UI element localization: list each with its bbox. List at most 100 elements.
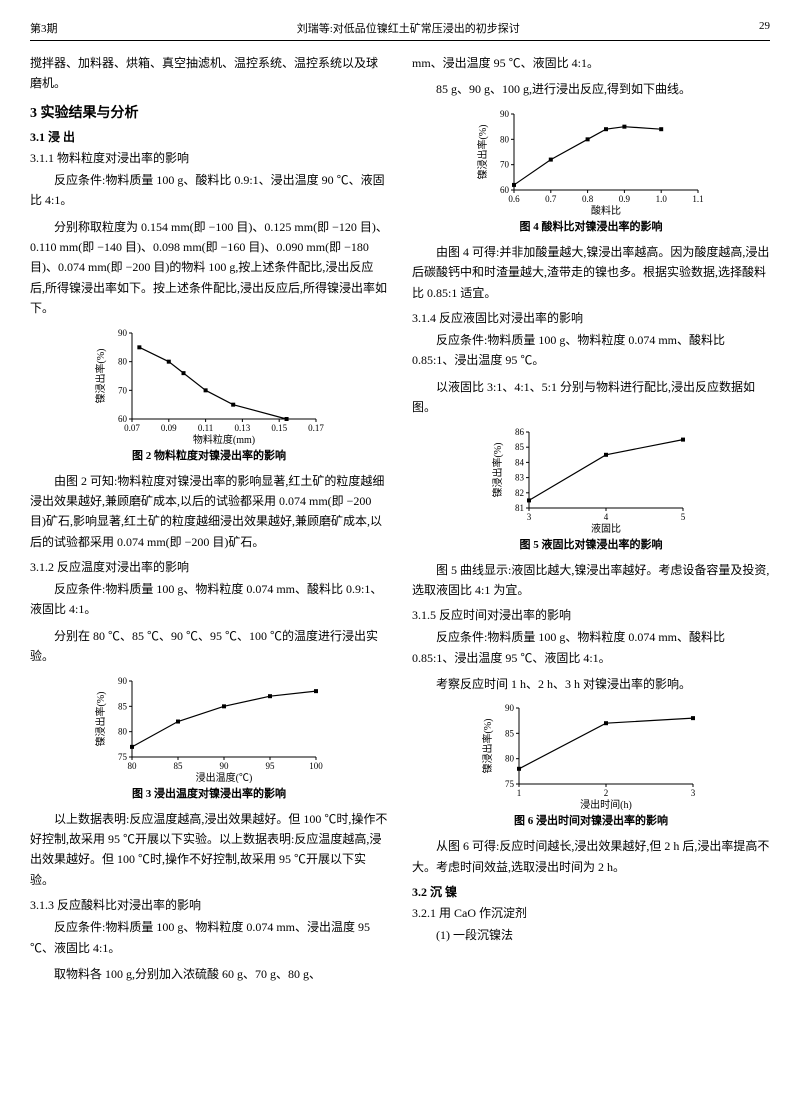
svg-text:82: 82 xyxy=(515,487,524,497)
svg-text:80: 80 xyxy=(118,726,128,736)
svg-text:86: 86 xyxy=(515,427,525,437)
svg-text:镍浸出率(%): 镍浸出率(%) xyxy=(481,719,494,774)
paragraph: 分别在 80 ℃、85 ℃、90 ℃、95 ℃、100 ℃的温度进行浸出实验。 xyxy=(30,626,388,667)
svg-text:80: 80 xyxy=(505,754,515,764)
svg-text:70: 70 xyxy=(118,385,128,395)
svg-text:85: 85 xyxy=(118,701,128,711)
subsubsection-heading: 3.1.4 反应液固比对浸出率的影响 xyxy=(412,309,770,326)
page-header: 第3期 刘瑞等:对低品位镍红土矿常压浸出的初步探讨 29 xyxy=(30,20,770,41)
paragraph: 分别称取粒度为 0.154 mm(即 −100 目)、0.125 mm(即 −1… xyxy=(30,217,388,319)
section-heading: 3 实验结果与分析 xyxy=(30,102,388,122)
svg-text:0.13: 0.13 xyxy=(235,423,251,433)
paragraph: 反应条件:物料质量 100 g、物料粒度 0.074 mm、浸出温度 95 ℃、… xyxy=(30,917,388,958)
paragraph: 图 5 曲线显示:液固比越大,镍浸出率越好。考虑设备容量及投资,选取液固比 4:… xyxy=(412,560,770,601)
figure-2-chart: 0.07 0.09 0.11 0.13 0.15 0.17 60 70 80 90 物料粒度(mm)… xyxy=(94,325,324,445)
svg-text:1.0: 1.0 xyxy=(656,194,668,204)
figure-3-chart: 8085909510075808590浸出温度(℃)镍浸出率(%) xyxy=(94,673,324,783)
svg-text:2: 2 xyxy=(604,788,609,798)
two-column-layout: 搅拌器、加料器、烘箱、真空抽滤机、温控系统、温控系统以及球磨机。 3 实验结果与… xyxy=(30,53,770,990)
figure-6-chart: 1 2 3 75 80 85 90 浸出时间(h) 镍浸出率(%) xyxy=(481,700,701,810)
svg-text:镍浸出率(%): 镍浸出率(%) xyxy=(476,124,489,179)
paragraph: mm、浸出温度 95 ℃、液固比 4:1。 xyxy=(412,53,770,73)
svg-text:0.9: 0.9 xyxy=(619,194,631,204)
svg-text:90: 90 xyxy=(118,676,128,686)
paragraph: 以上数据表明:反应温度越高,浸出效果越好。但 100 ℃时,操作不好控制,故采用… xyxy=(30,809,388,891)
svg-text:物料粒度(mm): 物料粒度(mm) xyxy=(193,433,255,445)
svg-text:酸料比: 酸料比 xyxy=(591,204,621,216)
paragraph: 85 g、90 g、100 g,进行浸出反应,得到如下曲线。 xyxy=(412,79,770,99)
svg-text:4: 4 xyxy=(604,512,609,522)
svg-text:85: 85 xyxy=(174,761,184,771)
svg-text:80: 80 xyxy=(128,761,138,771)
subsubsection-heading: 3.1.1 物料粒度对浸出率的影响 xyxy=(30,149,388,166)
svg-text:60: 60 xyxy=(500,185,510,195)
subsubsection-heading: 3.1.5 反应时间对浸出率的影响 xyxy=(412,606,770,623)
svg-text:90: 90 xyxy=(505,703,515,713)
svg-text:0.7: 0.7 xyxy=(545,194,557,204)
right-column: mm、浸出温度 95 ℃、液固比 4:1。 85 g、90 g、100 g,进行… xyxy=(412,53,770,990)
paragraph: 由图 4 可得:并非加酸量越大,镍浸出率越高。因为酸度越高,浸出后碳酸钙中和时渣… xyxy=(412,242,770,303)
svg-text:90: 90 xyxy=(500,109,510,119)
svg-text:0.09: 0.09 xyxy=(161,423,177,433)
svg-text:镍浸出率(%): 镍浸出率(%) xyxy=(491,442,504,497)
svg-text:75: 75 xyxy=(118,752,128,762)
header-right: 29 xyxy=(759,20,770,36)
svg-text:3: 3 xyxy=(691,788,696,798)
svg-text:100: 100 xyxy=(309,761,323,771)
paragraph: 反应条件:物料质量 100 g、物料粒度 0.074 mm、酸料比 0.9:1、… xyxy=(30,579,388,620)
figure-5-chart: 3 4 5 81 82 83 84 85 86 液固比 镍浸出率(%) xyxy=(491,424,691,534)
left-column: 搅拌器、加料器、烘箱、真空抽滤机、温控系统、温控系统以及球磨机。 3 实验结果与… xyxy=(30,53,388,990)
svg-text:81: 81 xyxy=(515,503,524,513)
paragraph: 从图 6 可得:反应时间越长,浸出效果越好,但 2 h 后,浸出率提高不大。考虑… xyxy=(412,836,770,877)
subsection-heading: 3.2 沉 镍 xyxy=(412,883,770,900)
svg-text:1.1: 1.1 xyxy=(692,194,703,204)
svg-text:0.8: 0.8 xyxy=(582,194,594,204)
figure-4-caption: 图 4 酸料比对镍浸出率的影响 xyxy=(412,218,770,234)
svg-text:镍浸出率(%): 镍浸出率(%) xyxy=(94,348,107,403)
subsubsection-heading: 3.1.3 反应酸料比对浸出率的影响 xyxy=(30,896,388,913)
figure-4-chart: 0.6 0.7 0.8 0.9 1.0 1.1 60 70 80 90 酸料比 镍浸出率(%) xyxy=(476,106,706,216)
figure-2-caption: 图 2 物料粒度对镍浸出率的影响 xyxy=(30,447,388,463)
paragraph: 反应条件:物料质量 100 g、物料粒度 0.074 mm、酸料比 0.85:1… xyxy=(412,330,770,371)
svg-text:70: 70 xyxy=(500,159,510,169)
figure-6-caption: 图 6 浸出时间对镍浸出率的影响 xyxy=(412,812,770,828)
paragraph: 以液固比 3:1、4:1、5:1 分别与物料进行配比,浸出反应数据如图。 xyxy=(412,377,770,418)
svg-text:80: 80 xyxy=(118,356,128,366)
svg-text:84: 84 xyxy=(515,457,525,467)
svg-text:浸出温度(℃): 浸出温度(℃) xyxy=(196,771,253,783)
subsubsection-heading: 3.2.1 用 CaO 作沉淀剂 xyxy=(412,904,770,921)
svg-text:液固比: 液固比 xyxy=(591,522,621,534)
figure-5-caption: 图 5 液固比对镍浸出率的影响 xyxy=(412,536,770,552)
svg-text:0.15: 0.15 xyxy=(271,423,287,433)
svg-text:0.6: 0.6 xyxy=(508,194,520,204)
paragraph: 反应条件:物料质量 100 g、物料粒度 0.074 mm、酸料比 0.85:1… xyxy=(412,627,770,668)
paragraph: 反应条件:物料质量 100 g、酸料比 0.9:1、浸出温度 90 ℃、液固比 … xyxy=(30,170,388,211)
svg-text:0.07: 0.07 xyxy=(124,423,140,433)
svg-text:60: 60 xyxy=(118,414,128,424)
paragraph: 考察反应时间 1 h、2 h、3 h 对镍浸出率的影响。 xyxy=(412,674,770,694)
svg-text:85: 85 xyxy=(515,442,525,452)
header-center: 刘瑞等:对低品位镍红土矿常压浸出的初步探讨 xyxy=(297,20,520,36)
svg-text:浸出时间(h): 浸出时间(h) xyxy=(580,798,632,810)
svg-text:83: 83 xyxy=(515,472,525,482)
svg-text:90: 90 xyxy=(118,328,128,338)
svg-text:5: 5 xyxy=(681,512,686,522)
svg-text:镍浸出率(%): 镍浸出率(%) xyxy=(94,691,107,746)
paragraph: 由图 2 可知:物料粒度对镍浸出率的影响显著,红土矿的粒度越细浸出效果越好,兼顾… xyxy=(30,471,388,553)
svg-text:90: 90 xyxy=(220,761,230,771)
svg-text:0.17: 0.17 xyxy=(308,423,324,433)
subsubsection-heading: 3.1.2 反应温度对浸出率的影响 xyxy=(30,558,388,575)
svg-text:95: 95 xyxy=(266,761,276,771)
svg-text:3: 3 xyxy=(527,512,532,522)
subsection-heading: 3.1 浸 出 xyxy=(30,128,388,145)
header-left: 第3期 xyxy=(30,20,58,36)
svg-text:1: 1 xyxy=(517,788,522,798)
figure-3-caption: 图 3 浸出温度对镍浸出率的影响 xyxy=(30,785,388,801)
paragraph: 搅拌器、加料器、烘箱、真空抽滤机、温控系统、温控系统以及球磨机。 xyxy=(30,53,388,94)
svg-text:85: 85 xyxy=(505,729,515,739)
paragraph: 取物料各 100 g,分别加入浓硫酸 60 g、70 g、80 g、 xyxy=(30,964,388,984)
svg-text:0.11: 0.11 xyxy=(198,423,213,433)
svg-text:80: 80 xyxy=(500,134,510,144)
svg-text:75: 75 xyxy=(505,779,515,789)
paragraph: (1) 一段沉镍法 xyxy=(412,925,770,945)
